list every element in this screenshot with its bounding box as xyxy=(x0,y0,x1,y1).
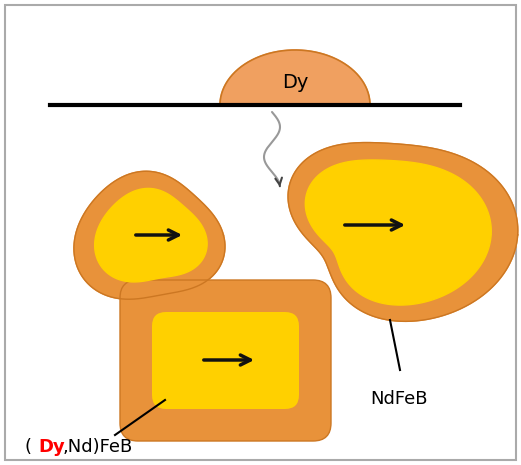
Text: ,Nd)FeB: ,Nd)FeB xyxy=(63,438,133,456)
FancyBboxPatch shape xyxy=(5,5,516,460)
Polygon shape xyxy=(220,50,370,105)
Text: NdFeB: NdFeB xyxy=(370,390,428,408)
FancyBboxPatch shape xyxy=(152,312,299,409)
Text: Dy: Dy xyxy=(282,73,308,93)
Text: (: ( xyxy=(25,438,32,456)
Polygon shape xyxy=(95,188,207,282)
Polygon shape xyxy=(288,143,518,321)
Polygon shape xyxy=(74,171,225,299)
Text: Dy: Dy xyxy=(38,438,65,456)
Polygon shape xyxy=(305,160,491,305)
FancyBboxPatch shape xyxy=(120,280,331,441)
